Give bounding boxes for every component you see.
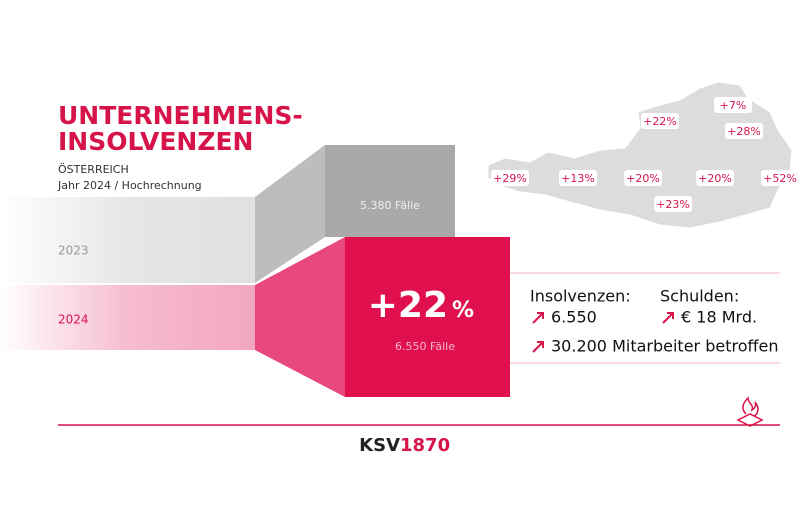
box-2024 <box>345 237 510 397</box>
map-label: +28% <box>727 125 761 138</box>
map-label-box <box>641 113 679 129</box>
brand: KSV <box>359 435 400 456</box>
brand-year: 1870 <box>400 435 450 456</box>
country: ÖSTERREICH <box>58 163 129 176</box>
cases: 6.550 Fälle <box>395 340 455 353</box>
map-label-box <box>624 170 662 186</box>
change-unit: % <box>452 298 474 323</box>
subtitle: Jahr 2024 / Hochrechnung <box>57 179 202 192</box>
fact-label: Schulden: <box>660 287 739 306</box>
year-label: 2024 <box>58 313 89 327</box>
map-label: +7% <box>720 99 747 112</box>
connector-2023 <box>255 145 325 283</box>
fact-label: Insolvenzen: <box>530 287 631 306</box>
map-label: +52% <box>763 172 797 185</box>
map-label: +20% <box>626 172 660 185</box>
map-label: +13% <box>561 172 595 185</box>
map-label: +22% <box>643 115 677 128</box>
band-2023 <box>0 197 255 283</box>
map-label-box <box>714 97 752 113</box>
map-label: +29% <box>493 172 527 185</box>
austria-map <box>487 81 793 229</box>
fire-icon <box>736 396 764 427</box>
map-label-box <box>761 170 799 186</box>
map-label: +23% <box>656 198 690 211</box>
map-label-box <box>559 170 597 186</box>
fact-value: 30.200 Mitarbeiter betroffen <box>551 337 779 356</box>
map-label-box <box>725 123 763 139</box>
cases: 5.380 Fälle <box>360 199 420 212</box>
band-2024 <box>0 285 255 350</box>
change: +22 <box>368 285 448 326</box>
title: INSOLVENZEN <box>58 127 253 156</box>
map-label-box <box>654 196 692 212</box>
year-label: 2023 <box>58 244 89 258</box>
map-label: +20% <box>698 172 732 185</box>
fact-value: 6.550 <box>551 308 597 327</box>
map-label-box <box>696 170 734 186</box>
fact-value: € 18 Mrd. <box>681 308 757 327</box>
connector-2024 <box>255 237 345 397</box>
map-label-box <box>491 170 529 186</box>
arrow-icons <box>532 312 674 353</box>
box-2023 <box>325 145 455 237</box>
title: UNTERNEHMENS- <box>58 101 303 130</box>
